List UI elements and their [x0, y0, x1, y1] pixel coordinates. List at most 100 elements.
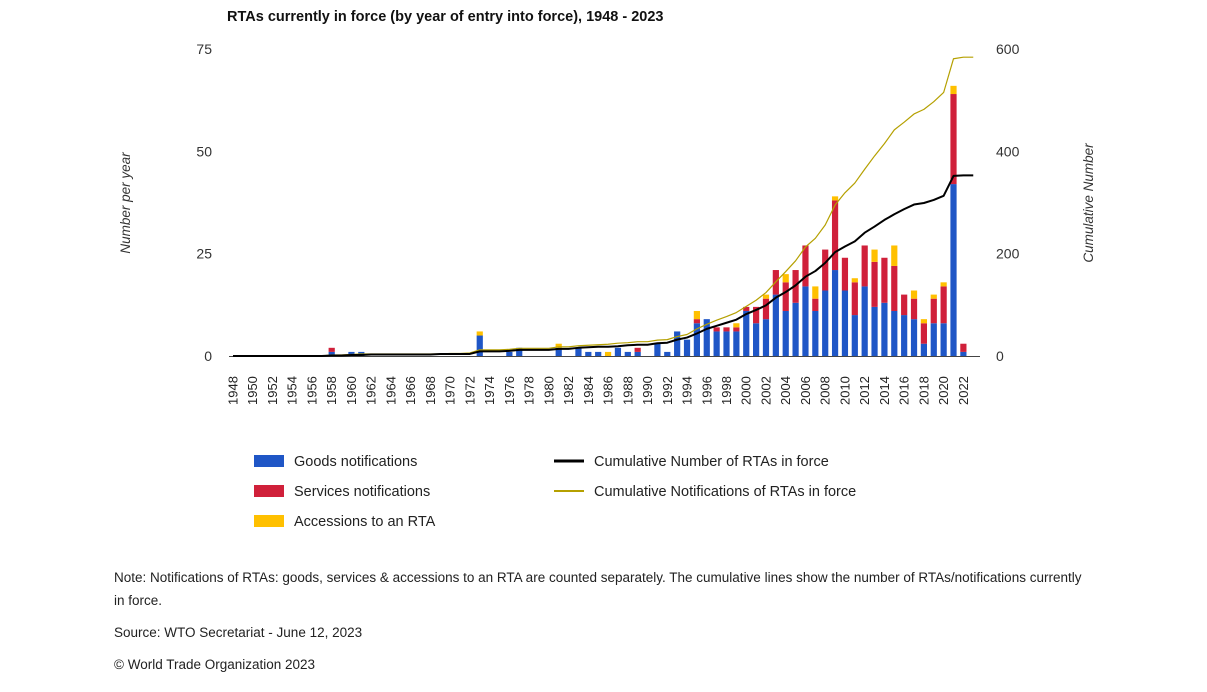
x-tick-label: 1986 — [601, 376, 616, 405]
bar-goods — [753, 323, 760, 356]
bar-services — [920, 323, 927, 344]
bar-goods — [822, 290, 829, 356]
x-tick-label: 1950 — [245, 376, 260, 405]
x-tick-label: 1952 — [265, 376, 280, 405]
bar-goods — [624, 351, 631, 356]
x-tick-label: 2014 — [877, 376, 892, 405]
x-tick-label: 1990 — [640, 376, 655, 405]
chart-source: Source: WTO Secretariat - June 12, 2023 — [114, 625, 363, 640]
bar-goods — [575, 347, 582, 356]
bar-goods — [910, 319, 918, 356]
x-tick-label: 2010 — [837, 376, 852, 405]
bar-goods — [782, 310, 789, 356]
bar-services — [753, 306, 760, 324]
legend-swatch — [254, 485, 284, 497]
chart-title: RTAs currently in force (by year of entr… — [227, 9, 663, 25]
bar-services — [910, 298, 918, 320]
x-tick-label: 2000 — [739, 376, 754, 405]
bar-services — [723, 327, 730, 332]
x-tick-label: 2012 — [857, 376, 872, 405]
bar-services — [861, 245, 868, 287]
bar-goods — [891, 310, 898, 356]
bar-services — [328, 347, 335, 352]
bar-goods — [812, 310, 819, 356]
x-tick-label: 1948 — [226, 376, 241, 405]
bar-services — [634, 347, 641, 352]
left-tick-label: 0 — [204, 348, 212, 364]
bar-accessions — [733, 323, 740, 328]
bar-goods — [940, 323, 947, 356]
bar-services — [940, 286, 947, 324]
left-axis-title: Number per year — [118, 152, 133, 254]
bar-accessions — [871, 249, 878, 262]
bar-goods — [723, 331, 730, 356]
bar-services — [822, 249, 829, 291]
bar-services — [960, 343, 967, 352]
bar-accessions — [920, 319, 927, 324]
bar-accessions — [762, 294, 770, 299]
x-tick-label: 1960 — [344, 376, 359, 405]
bar-goods — [920, 343, 927, 356]
x-axis-labels: 1948 1950 1952 1954 1956 1958 1960 1962 1964 1966… — [226, 376, 971, 405]
x-tick-label: 2020 — [936, 376, 951, 405]
bar-services — [841, 257, 849, 291]
bar-goods — [693, 323, 700, 356]
bar-services — [713, 327, 720, 332]
x-tick-label: 1996 — [699, 376, 714, 405]
bar-goods — [772, 294, 779, 356]
line-cumulative-rtas — [233, 174, 974, 357]
bar-accessions — [851, 278, 858, 283]
bar-services — [851, 282, 858, 316]
bar-goods — [703, 319, 710, 356]
bar-accessions — [910, 290, 918, 299]
legend-swatch — [254, 515, 284, 527]
bar-accessions — [782, 274, 789, 283]
x-tick-label: 2004 — [778, 376, 793, 405]
bar-services — [733, 327, 740, 332]
bar-services — [881, 257, 888, 303]
x-tick-label: 2022 — [956, 376, 971, 405]
bar-services — [930, 298, 937, 324]
chart-note: Note: Notifications of RTAs: goods, serv… — [114, 570, 1082, 608]
right-tick-label: 0 — [996, 348, 1004, 364]
right-tick-label: 200 — [996, 246, 1020, 262]
bar-services — [891, 265, 898, 311]
bar-accessions — [812, 286, 819, 299]
bars-group — [328, 85, 967, 356]
x-tick-label: 1994 — [680, 376, 695, 405]
chart-copyright: © World Trade Organization 2023 — [114, 657, 316, 672]
bar-accessions — [950, 85, 957, 95]
x-tick-label: 1954 — [285, 376, 300, 405]
bar-goods — [516, 347, 523, 356]
x-tick-label: 1978 — [522, 376, 537, 405]
bar-goods — [960, 351, 967, 356]
bar-goods — [585, 351, 592, 356]
bar-accessions — [930, 294, 937, 299]
x-tick-label: 1962 — [364, 376, 379, 405]
bar-goods — [733, 331, 740, 356]
x-tick-label: 1974 — [482, 376, 497, 405]
x-tick-label: 2002 — [758, 376, 773, 405]
bar-goods — [851, 315, 858, 356]
bar-accessions — [555, 343, 562, 348]
bar-goods — [664, 351, 671, 356]
bar-accessions — [476, 331, 483, 336]
bar-goods — [328, 351, 335, 356]
bar-goods — [476, 335, 483, 356]
right-axis-title: Cumulative Number — [1081, 143, 1096, 263]
bar-services — [782, 282, 789, 311]
x-tick-label: 1956 — [304, 376, 319, 405]
right-axis-ticks: 0 200 400 600 — [996, 41, 1020, 364]
bar-services — [762, 298, 770, 320]
right-tick-label: 400 — [996, 143, 1020, 159]
x-tick-label: 1966 — [403, 376, 418, 405]
bar-goods — [792, 302, 799, 356]
left-axis-ticks: 0 25 50 75 — [196, 41, 212, 364]
legend-label: Cumulative Number of RTAs in force — [594, 454, 829, 470]
bar-services — [693, 319, 700, 324]
lines-group — [233, 56, 974, 357]
bar-goods — [555, 347, 562, 356]
bar-goods — [683, 339, 691, 356]
left-tick-label: 75 — [196, 41, 212, 57]
